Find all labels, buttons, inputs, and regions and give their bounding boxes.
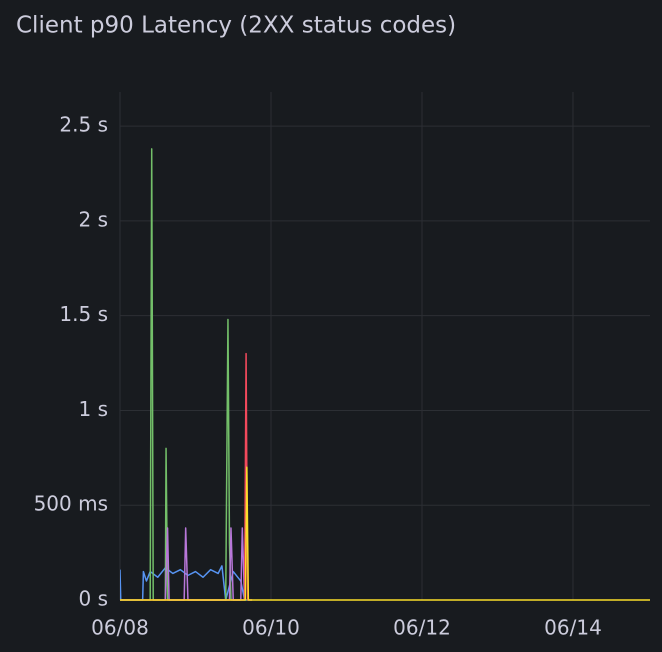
axes: 0 s 500 ms 1 s 1.5 s 2 s 2.5 s 06/08 06/10 06/12… [34,113,602,640]
y-tick-label: 1 s [78,397,108,421]
y-tick-label: 0 s [78,587,108,611]
grid [119,92,650,601]
y-tick-label: 2.5 s [59,113,108,137]
y-tick-label: 1.5 s [59,302,108,326]
series-line [120,466,650,601]
x-tick-label: 06/14 [544,616,602,640]
x-tick-label: 06/10 [242,616,300,640]
y-tick-label: 2 s [78,207,108,231]
plot [120,148,650,601]
chart-title: Client p90 Latency (2XX status codes) [16,13,456,39]
x-tick-label: 06/12 [393,616,451,640]
x-tick-label: 06/08 [91,616,149,640]
y-tick-label: 500 ms [34,492,108,516]
